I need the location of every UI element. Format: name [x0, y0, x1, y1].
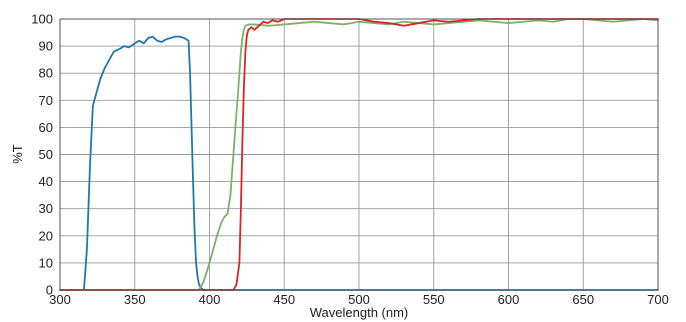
- plot-frame: [59, 18, 659, 291]
- y-tick-label-80: 80: [39, 66, 53, 81]
- y-tick-label-20: 20: [39, 228, 53, 243]
- y-tick-label-10: 10: [39, 255, 53, 270]
- y-axis-label: %T: [10, 144, 25, 164]
- y-tick-label-40: 40: [39, 174, 53, 189]
- y-tick-label-100: 100: [31, 12, 53, 27]
- series-line-2: [59, 18, 659, 291]
- x-tick-labels: 300 350 400 450 500 550 600 650 700: [49, 292, 669, 307]
- grid: [59, 18, 659, 291]
- y-tick-label-60: 60: [39, 120, 53, 135]
- y-tick-label-0: 0: [46, 283, 53, 298]
- y-tick-label-70: 70: [39, 93, 53, 108]
- x-tick-label-350: 350: [124, 292, 146, 307]
- x-tick-label-700: 700: [647, 292, 669, 307]
- series-line-1: [59, 35, 659, 291]
- x-tick-label-400: 400: [199, 292, 221, 307]
- x-tick-label-550: 550: [423, 292, 445, 307]
- y-tick-label-50: 50: [39, 147, 53, 162]
- x-tick-label-600: 600: [498, 292, 520, 307]
- x-axis-label: Wavelength (nm): [310, 305, 409, 320]
- y-tick-label-30: 30: [39, 201, 53, 216]
- x-tick-label-500: 500: [348, 292, 370, 307]
- y-tick-labels: 0 10 20 30 40 50 60 70 80 90 100: [31, 12, 53, 298]
- x-tick-label-450: 450: [273, 292, 295, 307]
- y-tick-label-90: 90: [39, 39, 53, 54]
- x-tick-label-650: 650: [572, 292, 594, 307]
- x-tick-label-300: 300: [49, 292, 71, 307]
